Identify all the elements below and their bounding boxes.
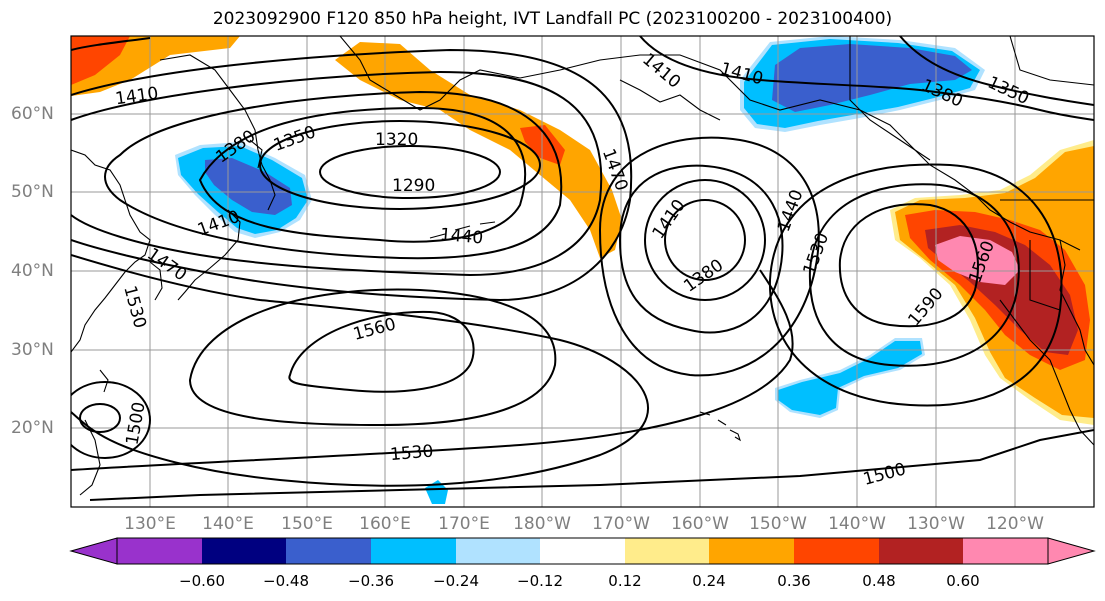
colorbar-segment (794, 538, 879, 564)
lon-label-170e: 170°E (438, 514, 490, 534)
colorbar-tick: −0.48 (263, 572, 309, 590)
lat-label-30n: 30°N (11, 340, 54, 360)
colorbar-segment (709, 538, 794, 564)
gridlines (71, 36, 1094, 507)
ivt-shading (71, 36, 1094, 504)
colorbar-tick: 0.12 (608, 572, 642, 590)
lon-label-130w: 130°W (907, 514, 965, 534)
lon-label-140w: 140°W (828, 514, 886, 534)
shade-nw-corner-core (71, 36, 130, 85)
colorbar-segment (540, 538, 625, 564)
colorbar-tick: 0.24 (692, 572, 726, 590)
shade-gulf-royal (772, 44, 972, 112)
colorbar-tick: 0.48 (862, 572, 896, 590)
colorbar-extend-right (1047, 537, 1096, 565)
colorbar-segment (879, 538, 963, 564)
lon-label-120w: 120°W (986, 514, 1044, 534)
lon-label-150w: 150°W (749, 514, 807, 534)
lat-label-20n: 20°N (11, 418, 54, 438)
colorbar-extend-left (69, 537, 118, 565)
lon-label-140e: 140°E (202, 514, 254, 534)
lat-label-40n: 40°N (11, 261, 54, 281)
shade-japan-royal (205, 158, 292, 215)
colorbar-segment (963, 538, 1048, 564)
colorbar-tick: −0.60 (179, 572, 225, 590)
lon-label-150e: 150°E (281, 514, 333, 534)
shade-subtrop-blue (778, 341, 922, 415)
colorbar-frame (116, 537, 1049, 565)
colorbar (69, 537, 1096, 565)
lon-label-160w: 160°W (671, 514, 729, 534)
colorbar-segment (202, 538, 286, 564)
colorbar-tick: −0.36 (348, 572, 394, 590)
shade-alaska-band (335, 42, 622, 258)
lon-label-170w: 170°W (592, 514, 650, 534)
lat-label-50n: 50°N (11, 182, 54, 202)
lat-label-60n: 60°N (11, 104, 54, 124)
colorbar-tick: 0.36 (777, 572, 811, 590)
map-frame (70, 35, 1095, 508)
colorbar-tick: −0.24 (433, 572, 479, 590)
colorbar-segment (117, 538, 202, 564)
colorbar-tick: 0.60 (946, 572, 980, 590)
colorbar-segment (371, 538, 456, 564)
map-panel: 1410 1380 1350 1320 1290 1410 1440 1470 … (71, 36, 1094, 507)
colorbar-segment (286, 538, 371, 564)
colorbar-segment (456, 538, 540, 564)
contour-label: 1530 (389, 441, 434, 465)
contour-label: 1320 (375, 130, 418, 150)
colorbar-segment (625, 538, 709, 564)
colorbar-tick: −0.12 (517, 572, 563, 590)
lon-label-180w: 180°W (513, 514, 571, 534)
height-contours (71, 36, 1094, 501)
lon-label-130e: 130°E (124, 514, 176, 534)
coastlines (71, 36, 1094, 496)
map-title: 2023092900 F120 850 hPa height, IVT Land… (212, 9, 893, 29)
contour-label: 1290 (392, 176, 435, 196)
contour-label: 1440 (439, 225, 484, 249)
lon-label-160e: 160°E (359, 514, 411, 534)
